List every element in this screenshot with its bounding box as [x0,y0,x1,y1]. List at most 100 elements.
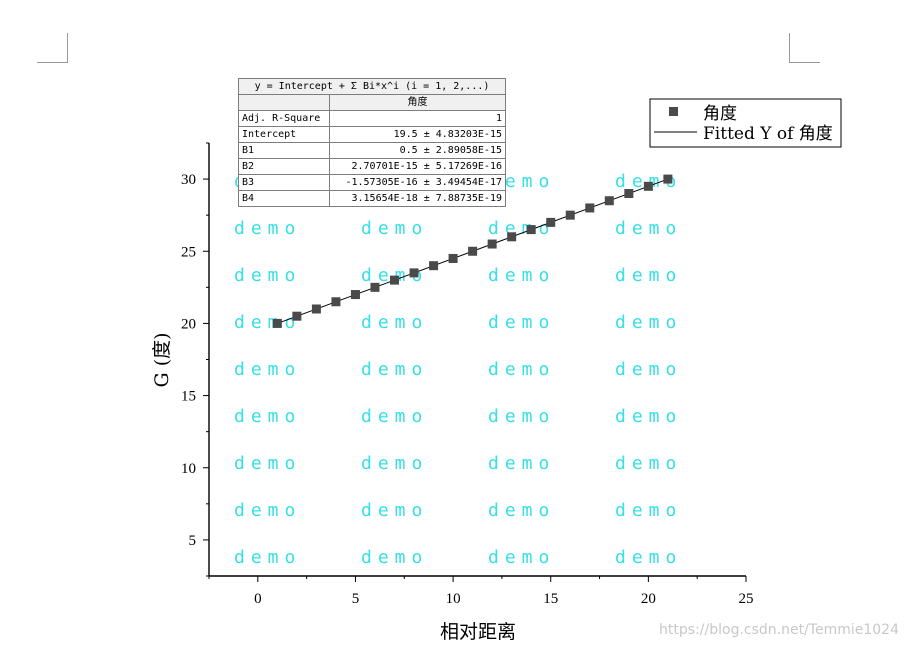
fit-param-name: B2 [238,158,330,175]
watermark-text: demo [615,312,682,333]
data-point [292,311,302,321]
data-point [390,275,400,285]
legend: 角度 Fitted Y of 角度 [649,98,842,148]
fit-param-value: 0.5 ± 2.89058E-15 [329,142,506,159]
fit-table-column-header: 角度 [329,94,506,111]
watermark-text: demo [488,312,555,333]
crop-mark-top-right-horizontal [789,62,820,63]
watermark-text: demo [488,359,555,380]
data-point [546,217,556,227]
watermark-text: demo [361,500,428,521]
watermark-text: demo [234,500,301,521]
y-tick-label: 15 [181,389,196,405]
watermark-text: demo [615,547,682,568]
fit-param-value: 3.15654E-18 ± 7.88735E-19 [329,190,506,207]
watermark-layer: demo demo demo demo demo demo demo demo demo demo… [234,171,682,568]
fit-param-name: Intercept [238,126,330,143]
fit-param-name: Adj. R-Square [238,110,330,127]
crop-mark-top-left-vertical [67,33,68,63]
data-point [624,189,634,199]
fit-param-value: 1 [329,110,506,127]
data-point [663,174,673,184]
crop-mark-top-right-vertical [789,33,790,63]
watermark-text: demo [234,359,301,380]
data-point [565,210,575,220]
data-point [429,261,439,271]
watermark-text: demo [361,218,428,239]
watermark-text: demo [488,406,555,427]
data-point [331,297,341,307]
watermark-text: demo [615,406,682,427]
data-point [604,196,614,206]
fit-table-header-row: 角度 [238,94,506,111]
fit-table-row: B3 -1.57305E-16 ± 3.49454E-17 [238,174,506,191]
fit-param-value: -1.57305E-16 ± 3.49454E-17 [329,174,506,191]
data-point [448,253,458,263]
crop-mark-top-left-horizontal [37,62,68,63]
y-tick-label: 5 [189,533,197,549]
fit-equation: y = Intercept + Σ Bi*x^i (i = 1, 2,...) [238,78,506,95]
data-point [272,318,282,328]
y-tick-label: 30 [181,172,196,188]
axes: 0 5 10 15 20 25 5 10 15 20 25 30 [181,142,754,607]
legend-label-series: 角度 [703,104,737,124]
fit-table-row: B4 3.15654E-18 ± 7.88735E-19 [238,190,506,207]
source-credit: https://blog.csdn.net/Temmie1024 [659,622,899,638]
legend-label-fit: Fitted Y of 角度 [703,124,833,144]
data-point [507,232,517,242]
watermark-text: demo [361,359,428,380]
watermark-text: demo [488,218,555,239]
watermark-text: demo [615,171,682,192]
y-tick-label: 20 [181,316,196,332]
watermark-text: demo [488,500,555,521]
fit-table-equation-row: y = Intercept + Σ Bi*x^i (i = 1, 2,...) [238,78,506,95]
fit-param-name: B1 [238,142,330,159]
watermark-text: demo [488,547,555,568]
data-point [311,304,321,314]
fit-param-value: 19.5 ± 4.83203E-15 [329,126,506,143]
watermark-text: demo [615,500,682,521]
data-point [487,239,497,249]
watermark-text: demo [361,312,428,333]
data-point [370,282,380,292]
data-point [468,246,478,256]
watermark-text: demo [361,265,428,286]
fit-table-row: Intercept 19.5 ± 4.83203E-15 [238,126,506,143]
watermark-text: demo [615,453,682,474]
data-point [643,181,653,191]
watermark-text: demo [361,547,428,568]
watermark-text: demo [234,547,301,568]
watermark-text: demo [488,265,555,286]
watermark-text: demo [234,453,301,474]
watermark-text: demo [234,218,301,239]
fit-table-row: B1 0.5 ± 2.89058E-15 [238,142,506,159]
fit-table-row: B2 2.70701E-15 ± 5.17269E-16 [238,158,506,175]
watermark-text: demo [615,265,682,286]
watermark-text: demo [361,453,428,474]
x-tick-label: 25 [739,591,754,607]
y-tick-label: 10 [181,461,196,477]
watermark-text: demo [615,359,682,380]
fit-results-table: y = Intercept + Σ Bi*x^i (i = 1, 2,...) … [238,78,506,207]
x-tick-label: 20 [641,591,656,607]
fit-table-header-blank [238,94,330,111]
watermark-text: demo [234,265,301,286]
watermark-text: demo [488,453,555,474]
data-point [409,268,419,278]
fit-table-row: Adj. R-Square 1 [238,110,506,127]
data-point [350,290,360,300]
x-tick-label: 10 [446,591,461,607]
data-point [526,225,536,235]
watermark-text: demo [234,312,301,333]
data-points-layer [272,174,673,328]
x-tick-label: 0 [254,591,262,607]
legend-box [649,98,842,148]
legend-marker-square [669,107,678,116]
fit-param-name: B4 [238,190,330,207]
y-tick-label: 25 [181,244,196,260]
x-tick-label: 15 [543,591,558,607]
x-axis-title: 相对距离 [440,621,516,643]
y-axis-title: G (度) [151,332,173,387]
watermark-text: demo [234,406,301,427]
fit-param-value: 2.70701E-15 ± 5.17269E-16 [329,158,506,175]
